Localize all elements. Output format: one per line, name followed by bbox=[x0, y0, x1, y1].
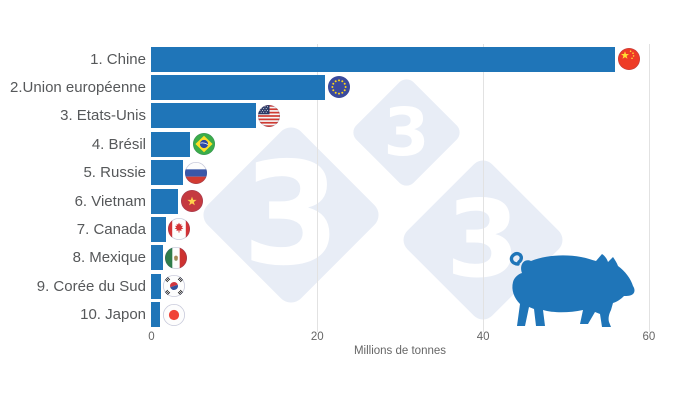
category-label: 1. Chine bbox=[90, 50, 146, 68]
bar-russie bbox=[151, 160, 183, 186]
chart-row: 5. Russie bbox=[0, 160, 700, 186]
flag-south-korea-icon bbox=[163, 275, 186, 298]
flag-russia-icon bbox=[185, 161, 207, 184]
flag-canada-icon bbox=[168, 218, 191, 241]
flag-united-states-icon bbox=[258, 104, 280, 127]
x-axis-title: Millions de tonnes bbox=[353, 345, 447, 357]
category-label: 8. Mexique bbox=[72, 249, 146, 267]
bar-japon bbox=[151, 302, 161, 328]
chart-row: 2.Union européenne bbox=[0, 74, 700, 100]
bar-chine bbox=[151, 46, 616, 72]
bar-vietnam bbox=[151, 188, 179, 214]
x-axis-tick-label: 60 bbox=[642, 331, 656, 343]
gridline bbox=[648, 44, 650, 332]
bar-mexique bbox=[151, 245, 163, 271]
chart-row: 4. Brésil bbox=[0, 131, 700, 157]
bar-bresil bbox=[151, 131, 190, 157]
category-label: 6. Vietnam bbox=[74, 192, 146, 210]
flag-china-icon bbox=[617, 48, 640, 70]
chart-row: 3. Etats-Unis bbox=[0, 103, 700, 129]
flag-european-union-icon bbox=[327, 76, 350, 99]
category-label: 9. Corée du Sud bbox=[36, 277, 146, 295]
gridline bbox=[317, 44, 319, 332]
chart-row: 8. Mexique bbox=[0, 245, 700, 271]
bar-coree-du-sud bbox=[151, 273, 161, 299]
gridline bbox=[483, 44, 485, 332]
category-label: 3. Etats-Unis bbox=[60, 107, 146, 125]
flag-vietnam-icon bbox=[180, 190, 203, 212]
category-label: 2.Union européenne bbox=[10, 78, 146, 96]
chart-row: 9. Corée du Sud bbox=[0, 273, 700, 299]
flag-japan-icon bbox=[162, 303, 185, 326]
category-label: 4. Brésil bbox=[91, 135, 146, 153]
category-label: 10. Japon bbox=[80, 306, 146, 324]
category-label: 7. Canada bbox=[76, 220, 146, 238]
bar-etats-unis bbox=[151, 103, 256, 129]
chart-row: 7. Canada bbox=[0, 216, 700, 242]
x-axis-tick-label: 40 bbox=[476, 331, 490, 343]
category-label: 5. Russie bbox=[83, 164, 146, 182]
chart-row: 1. Chine bbox=[0, 46, 700, 72]
bar-union-europeenne bbox=[151, 74, 326, 100]
flag-mexico-icon bbox=[165, 246, 188, 269]
chart-row: 10. Japon bbox=[0, 302, 700, 328]
chart-row: 6. Vietnam bbox=[0, 188, 700, 214]
x-axis-tick-label: 0 bbox=[148, 331, 155, 343]
bar-canada bbox=[151, 216, 166, 242]
pig-icon bbox=[509, 251, 635, 327]
x-axis-tick-label: 20 bbox=[310, 331, 324, 343]
flag-brazil-icon bbox=[192, 133, 215, 156]
